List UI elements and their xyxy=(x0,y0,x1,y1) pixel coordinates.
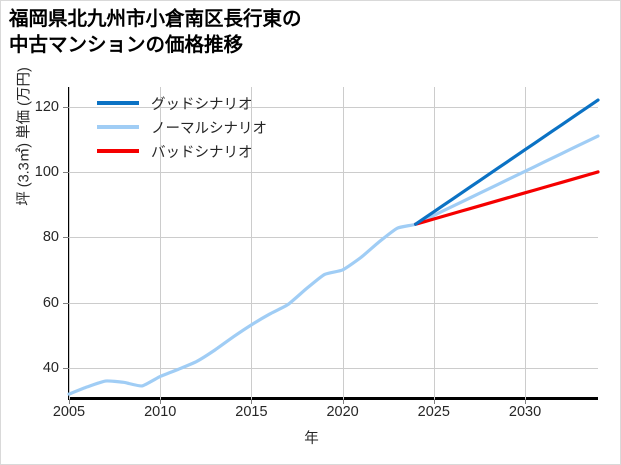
gridline-horizontal xyxy=(69,302,598,304)
series-line xyxy=(413,98,600,226)
x-tick-label: 2025 xyxy=(417,404,450,420)
series-line xyxy=(413,170,600,226)
gridline-vertical xyxy=(525,87,527,399)
series-line xyxy=(67,134,600,396)
x-tick-label: 2030 xyxy=(508,404,542,420)
gridline-vertical xyxy=(160,87,162,399)
legend-color-swatch xyxy=(97,149,139,153)
gridline-vertical xyxy=(433,87,435,399)
series-lines xyxy=(67,98,600,396)
y-axis-label: 坪 (3.3㎡) 単価 (万円) xyxy=(16,67,33,206)
gridline-vertical xyxy=(342,87,344,399)
x-tick-label: 2020 xyxy=(326,404,359,420)
x-tick-mark xyxy=(251,399,253,404)
legend-item-label: グッドシナリオ xyxy=(151,96,253,113)
x-tick-mark xyxy=(342,399,344,404)
x-axis-line xyxy=(68,397,598,400)
gridline-horizontal xyxy=(69,237,598,239)
x-tick-mark xyxy=(525,399,527,404)
y-tick-label: 40 xyxy=(42,359,59,376)
x-tick-mark xyxy=(433,399,435,404)
chart-legend: グッドシナリオ ノーマルシナリオ バッドシナリオ xyxy=(97,91,327,163)
x-tick-label: 2010 xyxy=(144,404,177,420)
gridline-vertical xyxy=(251,87,253,399)
chart-title: 福岡県北九州市小倉南区長行東の 中古マンションの価格推移 xyxy=(9,8,302,57)
gridline-horizontal xyxy=(69,171,598,173)
gridline-vertical xyxy=(69,87,70,399)
legend-item[interactable]: グッドシナリオ xyxy=(97,91,327,115)
y-tick-label: 60 xyxy=(42,294,59,311)
legend-item-label: ノーマルシナリオ xyxy=(151,120,267,137)
legend-item[interactable]: ノーマルシナリオ xyxy=(97,115,327,139)
x-tick-mark xyxy=(160,399,162,404)
plot-area xyxy=(67,87,600,399)
legend-item-label: バッドシナリオ xyxy=(151,144,253,161)
legend-color-swatch xyxy=(97,101,139,105)
x-axis-label: 年 xyxy=(304,431,319,447)
legend-item[interactable]: バッドシナリオ xyxy=(97,139,327,163)
gridline-horizontal xyxy=(69,106,598,108)
x-tick-label: 2015 xyxy=(235,404,268,420)
legend-color-swatch xyxy=(97,125,139,129)
x-tick-label: 2005 xyxy=(52,404,86,420)
gridline-horizontal xyxy=(69,367,598,369)
